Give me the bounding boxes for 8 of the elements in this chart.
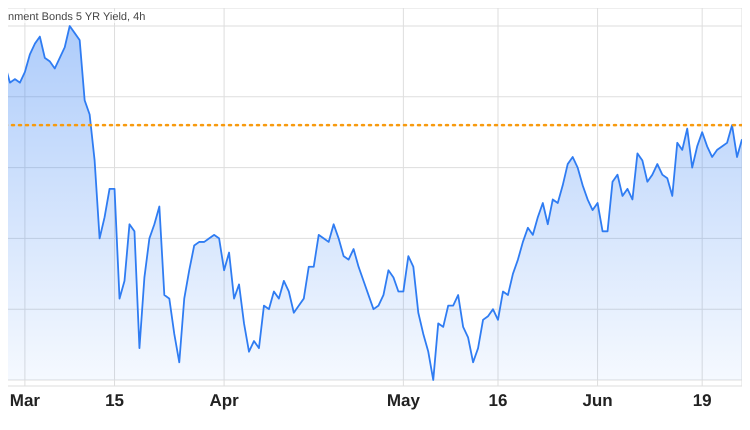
x-tick-label: 19: [692, 391, 712, 410]
x-tick-label: Apr: [209, 391, 240, 410]
x-tick-label: Jun: [582, 391, 613, 410]
x-tick-label: 15: [105, 391, 124, 410]
x-tick-label: 16: [488, 391, 508, 410]
x-tick-label: Mar: [10, 391, 40, 410]
chart-title: nment Bonds 5 YR Yield, 4h: [8, 11, 146, 23]
x-tick-label: May: [386, 391, 420, 410]
